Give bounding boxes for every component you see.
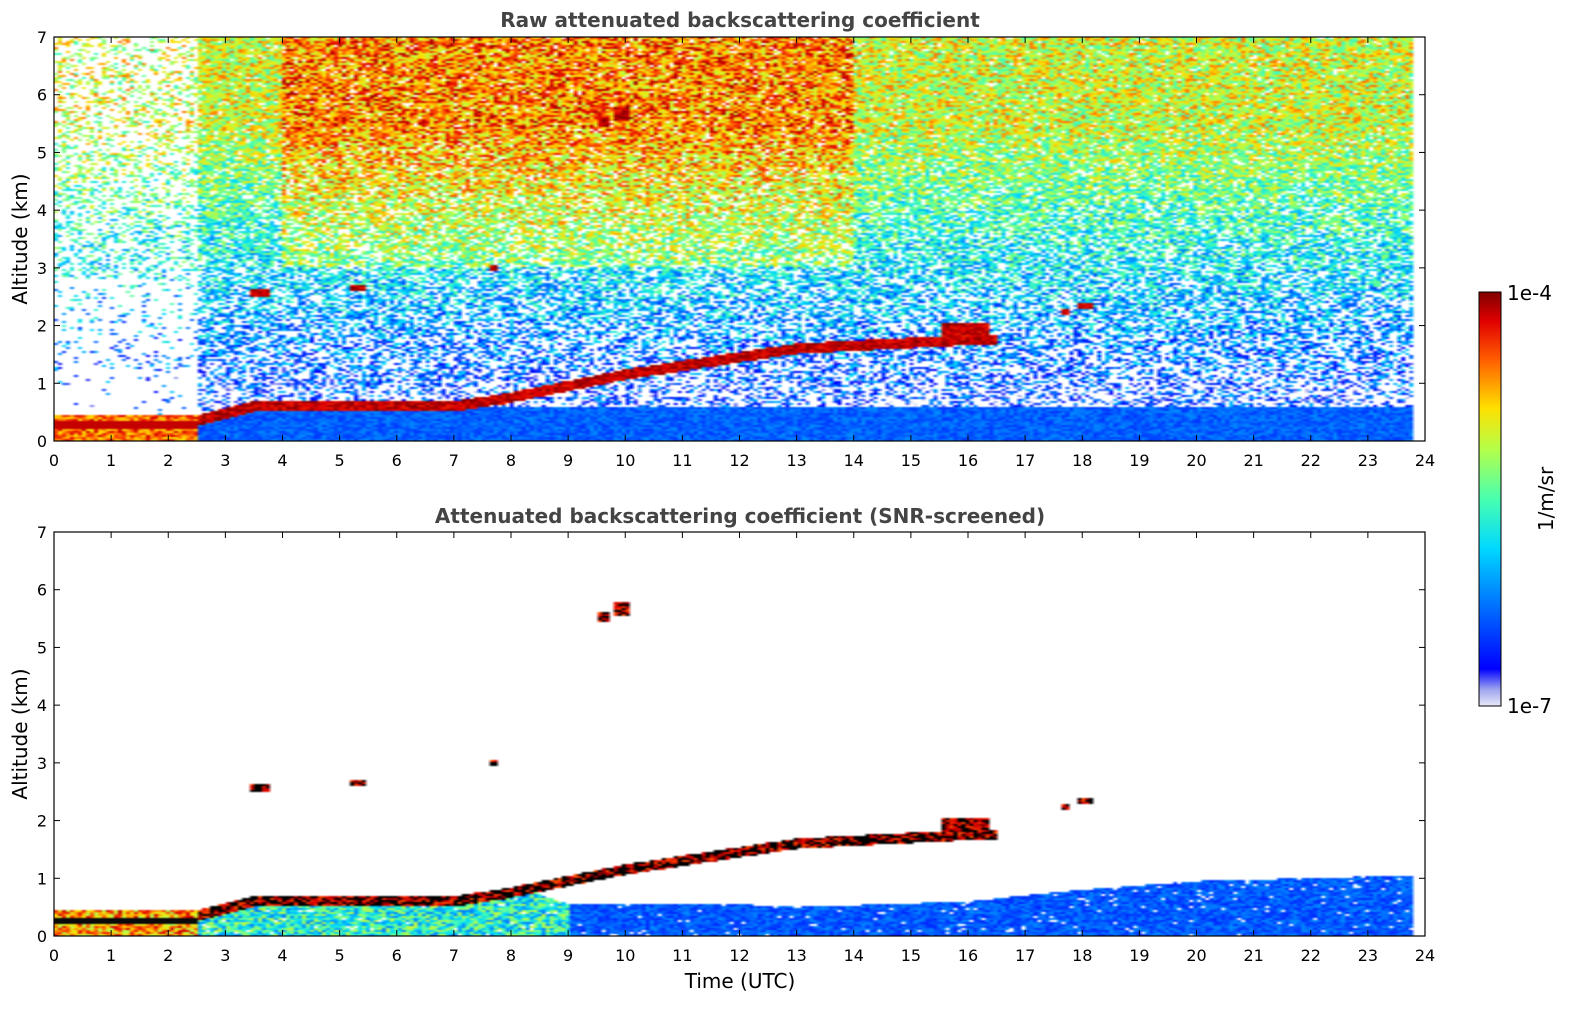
colorbar-max-label: 1e-4: [1507, 281, 1552, 305]
y-tick-label: 0: [37, 432, 47, 451]
y-tick-label: 4: [37, 696, 47, 715]
colorbar-gradient: [1478, 291, 1502, 707]
y-tick-label: 6: [37, 86, 47, 105]
y-tick-label: 7: [37, 523, 47, 542]
y-tick-label: 5: [37, 638, 47, 657]
x-tick-label: 12: [729, 946, 749, 965]
x-tick-label: 3: [220, 946, 230, 965]
x-tick-label: 18: [1072, 451, 1092, 470]
x-tick-label: 14: [844, 451, 864, 470]
raw-backscatter-panel: Raw attenuated backscattering coefficien…: [8, 8, 1435, 470]
x-tick-label: 13: [786, 451, 806, 470]
x-tick-label: 8: [506, 451, 516, 470]
x-tick-label: 16: [958, 451, 978, 470]
x-tick-label: 19: [1129, 451, 1149, 470]
x-tick-label: 22: [1301, 451, 1321, 470]
x-tick-label: 14: [844, 946, 864, 965]
heatmap-image: [54, 532, 1425, 936]
colorbar-label: 1/m/sr: [1534, 466, 1558, 531]
x-tick-label: 7: [449, 946, 459, 965]
screened-backscatter-panel: Attenuated backscattering coefficient (S…: [8, 504, 1435, 993]
x-axis: 0 1 2 3 4 5 6 7 8 9 10 11 12 13 14 15 16 17 18 19 20 21 22 23 24: [49, 532, 1435, 965]
y-tick-label: 5: [37, 143, 47, 162]
x-tick-label: 15: [901, 451, 921, 470]
x-tick-label: 16: [958, 946, 978, 965]
y-tick-label: 4: [37, 201, 47, 220]
x-tick-label: 5: [335, 946, 345, 965]
chart-title: Raw attenuated backscattering coefficien…: [500, 8, 980, 32]
y-tick-label: 3: [37, 754, 47, 773]
chart-title: Attenuated backscattering coefficient (S…: [435, 504, 1045, 528]
x-tick-label: 2: [163, 946, 173, 965]
x-tick-label: 17: [1015, 946, 1035, 965]
y-tick-label: 2: [37, 812, 47, 831]
x-tick-label: 13: [786, 946, 806, 965]
x-tick-label: 10: [615, 946, 635, 965]
y-tick-label: 0: [37, 927, 47, 946]
x-tick-label: 8: [506, 946, 516, 965]
y-axis: 0 1 2 3 4 5 6 7: [37, 523, 1425, 946]
x-tick-label: 3: [220, 451, 230, 470]
x-tick-label: 24: [1415, 946, 1435, 965]
x-tick-label: 19: [1129, 946, 1149, 965]
x-tick-label: 21: [1243, 451, 1263, 470]
x-tick-label: 11: [672, 946, 692, 965]
x-tick-label: 20: [1186, 451, 1206, 470]
heatmap-layer: [54, 37, 1425, 441]
x-tick-label: 0: [49, 946, 59, 965]
x-tick-label: 18: [1072, 946, 1092, 965]
colorbar: 1e-4 1e-7 1/m/sr: [1478, 281, 1558, 718]
x-tick-label: 2: [163, 451, 173, 470]
x-axis: 0 1 2 3 4 5 6 7 8 9 10 11 12 13 14 15 16 17 18 19 20 21 22 23 24: [49, 37, 1435, 470]
x-tick-label: 15: [901, 946, 921, 965]
x-tick-label: 6: [392, 946, 402, 965]
heatmap-layer: [54, 532, 1425, 936]
y-tick-label: 7: [37, 28, 47, 47]
colorbar-min-label: 1e-7: [1507, 694, 1552, 718]
x-tick-label: 4: [277, 451, 287, 470]
y-tick-label: 1: [37, 374, 47, 393]
x-tick-label: 17: [1015, 451, 1035, 470]
heatmap-image: [54, 37, 1425, 441]
x-tick-label: 5: [335, 451, 345, 470]
y-axis-label: Altitude (km): [8, 668, 32, 799]
y-axis-label: Altitude (km): [8, 173, 32, 304]
y-axis: 0 1 2 3 4 5 6 7: [37, 28, 1425, 451]
x-tick-label: 10: [615, 451, 635, 470]
x-tick-label: 1: [106, 451, 116, 470]
x-tick-label: 22: [1301, 946, 1321, 965]
x-tick-label: 6: [392, 451, 402, 470]
x-tick-label: 9: [563, 946, 573, 965]
x-tick-label: 0: [49, 451, 59, 470]
x-tick-label: 4: [277, 946, 287, 965]
x-tick-label: 24: [1415, 451, 1435, 470]
y-tick-label: 2: [37, 317, 47, 336]
x-tick-label: 23: [1358, 451, 1378, 470]
x-tick-label: 7: [449, 451, 459, 470]
y-tick-label: 6: [37, 581, 47, 600]
x-tick-label: 12: [729, 451, 749, 470]
x-tick-label: 21: [1243, 946, 1263, 965]
x-tick-label: 11: [672, 451, 692, 470]
x-tick-label: 23: [1358, 946, 1378, 965]
x-tick-label: 9: [563, 451, 573, 470]
y-tick-label: 3: [37, 259, 47, 278]
x-tick-label: 1: [106, 946, 116, 965]
x-tick-label: 20: [1186, 946, 1206, 965]
y-tick-label: 1: [37, 869, 47, 888]
x-axis-label: Time (UTC): [684, 969, 796, 993]
